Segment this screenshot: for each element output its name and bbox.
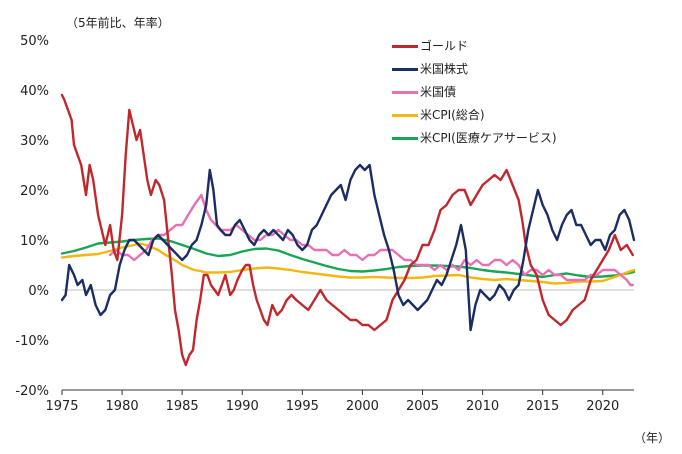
x-tick-label: 2005	[406, 399, 439, 414]
x-unit-label: （年）	[634, 431, 671, 445]
axis-layer: -20% -10% 0% 10% 20% 30% 40% 50% 1975 1980 1985 199…	[15, 34, 634, 414]
legend-swatch-us-cpi-medical	[392, 137, 418, 140]
y-tick-label: 40%	[20, 84, 49, 99]
legend-item-us-cpi-total: 米CPI(総合)	[392, 104, 557, 127]
series-us-stocks-line	[60, 163, 636, 332]
legend-item-us-cpi-medical: 米CPI(医療ケアサービス)	[392, 127, 557, 150]
legend-label-us-cpi-total: 米CPI(総合)	[420, 108, 485, 122]
y-tick-label: 50%	[20, 34, 49, 49]
legend: ゴールド 米国株式 米国債 米CPI(総合) 米CPI(医療ケアサービス)	[392, 35, 557, 150]
series-us-bonds-line	[108, 193, 634, 287]
y-tick-label: 0%	[28, 284, 49, 299]
legend-label-us-stocks: 米国株式	[420, 62, 469, 76]
legend-label-gold: ゴールド	[420, 39, 469, 53]
series-us-cpi-medical-line	[60, 237, 636, 279]
legend-label-us-bonds: 米国債	[420, 85, 457, 99]
y-tick-label: 30%	[20, 134, 49, 149]
series-layer	[60, 93, 636, 367]
x-tick-label: 1995	[286, 399, 319, 414]
legend-item-us-stocks: 米国株式	[392, 58, 557, 81]
legend-item-us-bonds: 米国債	[392, 81, 557, 104]
x-tick-label: 2020	[586, 399, 619, 414]
legend-swatch-gold	[392, 45, 418, 48]
legend-swatch-us-stocks	[392, 68, 418, 71]
y-tick-label: 20%	[20, 184, 49, 199]
x-tick-label: 1975	[45, 399, 78, 414]
series-gold-line	[60, 93, 634, 367]
x-tick-label: 2015	[526, 399, 559, 414]
y-tick-label: -10%	[15, 334, 49, 349]
x-tick-label: 1990	[226, 399, 259, 414]
legend-label-us-cpi-medical: 米CPI(医療ケアサービス)	[420, 131, 557, 145]
x-tick-label: 1985	[166, 399, 199, 414]
legend-swatch-us-cpi-total	[392, 114, 418, 117]
y-tick-label: 10%	[20, 234, 49, 249]
legend-swatch-us-bonds	[392, 91, 418, 94]
y-unit-label: （5年前比、年率）	[66, 16, 170, 30]
series-us-cpi-total-line	[60, 242, 636, 285]
y-tick-label: -20%	[15, 384, 49, 399]
legend-item-gold: ゴールド	[392, 35, 557, 58]
x-tick-label: 1980	[106, 399, 139, 414]
x-tick-label: 2010	[466, 399, 499, 414]
x-tick-label: 2000	[346, 399, 379, 414]
